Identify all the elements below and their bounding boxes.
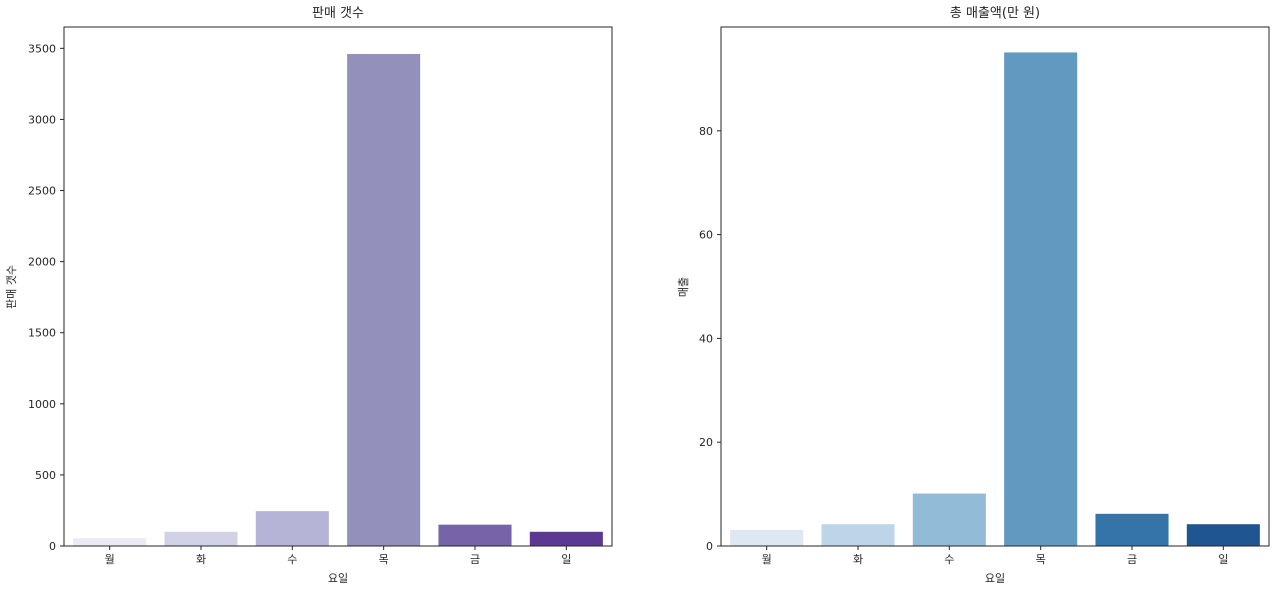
chart-left-bar-1: [164, 531, 238, 546]
chart-right-ytick-label-2: 40: [699, 332, 713, 345]
chart-right-xtick-label-1: 화: [853, 553, 863, 566]
chart-left-ytick-label-7: 3500: [28, 42, 56, 55]
chart-left-ylabel: 판매 갯수: [5, 265, 18, 309]
chart-left-ytick-label-2: 1000: [28, 398, 56, 411]
chart-right-bar-3: [1004, 52, 1078, 546]
chart-right-ytick-label-3: 60: [699, 229, 713, 242]
chart-right-xlabel: 요일: [985, 571, 1005, 585]
chart-right-xtick-label-0: 월: [762, 553, 772, 566]
chart-right-bar-2: [912, 493, 986, 546]
chart-left-xtick-label-4: 금: [470, 553, 480, 566]
chart-left-ytick-label-4: 2000: [28, 256, 56, 269]
chart-right-bar-4: [1095, 513, 1169, 546]
chart-right-ytick-label-4: 80: [699, 125, 713, 138]
chart-left-bar-3: [347, 54, 421, 546]
chart-left-bar-5: [529, 531, 603, 546]
chart-right-xtick-label-3: 목: [1036, 553, 1046, 566]
chart-left-xtick-label-1: 화: [196, 553, 206, 566]
chart-left-xtick-label-0: 월: [105, 553, 115, 566]
chart-left-xlabel: 요일: [328, 571, 348, 585]
chart-left-title: 판매 갯수: [312, 6, 364, 21]
chart-right-ylabel: 매출: [677, 277, 690, 297]
chart-left-bar-2: [255, 511, 329, 546]
chart-left: 판매 갯수 0 500 1000 1500 2000 2500 3000 3500 월 화 수 목 금…: [5, 6, 613, 585]
chart-left-xtick-label-2: 수: [287, 553, 297, 566]
chart-right-xtick-label-2: 수: [944, 553, 954, 566]
chart-left-bar-0: [73, 538, 147, 546]
chart-right-bar-1: [821, 524, 895, 546]
chart-left-ytick-label-3: 1500: [28, 327, 56, 340]
chart-right-ytick-label-0: 0: [706, 540, 713, 553]
chart-right-xtick-label-5: 일: [1218, 552, 1228, 566]
chart-left-xtick-label-5: 일: [561, 552, 571, 566]
chart-left-xtick-label-3: 목: [379, 553, 389, 566]
chart-left-ytick-label-6: 3000: [28, 113, 56, 126]
chart-right-bar-5: [1186, 524, 1260, 546]
chart-right-ytick-label-1: 20: [699, 436, 713, 449]
chart-right-plot-frame: [720, 26, 1270, 547]
chart-left-bar-4: [438, 524, 512, 546]
chart-right-title: 총 매출액(만 원): [950, 6, 1040, 21]
chart-left-ytick-label-0: 0: [49, 540, 56, 553]
chart-left-plot-frame: [63, 26, 613, 547]
chart-right-bar-0: [730, 529, 804, 546]
chart-left-ytick-label-5: 2500: [28, 185, 56, 198]
chart-left-ytick-label-1: 500: [35, 469, 56, 482]
chart-right-xtick-label-4: 금: [1127, 553, 1137, 566]
chart-right: 총 매출액(만 원) 0 20 40 60 80 월 화 수 목 금 일 요일 매출: [677, 6, 1270, 585]
